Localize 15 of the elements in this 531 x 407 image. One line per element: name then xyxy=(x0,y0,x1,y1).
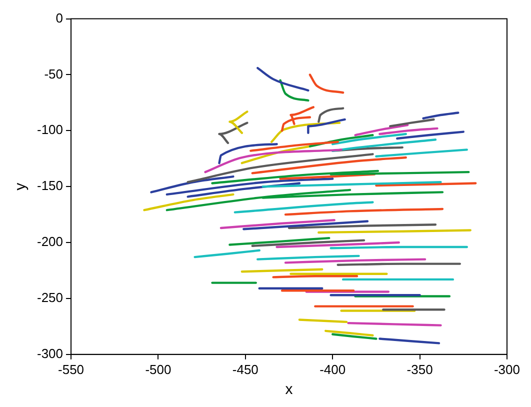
x-tick-label: -300 xyxy=(494,362,520,377)
y-tick-label: -300 xyxy=(36,346,64,361)
x-tick-label: -500 xyxy=(145,362,172,377)
y-tick-label: -150 xyxy=(36,178,64,194)
y-tick-label: -50 xyxy=(44,66,64,82)
y-tick-label: -250 xyxy=(36,290,64,306)
x-tick-label: -350 xyxy=(406,362,433,377)
x-tick-label: -400 xyxy=(320,362,346,377)
y-tick-label: -100 xyxy=(36,122,64,138)
x-tick-label: -550 xyxy=(58,362,84,377)
y-tick-label: -200 xyxy=(36,234,64,250)
y-axis-title: y xyxy=(12,182,30,190)
x-axis-title: x xyxy=(285,381,294,398)
x-tick-label: -450 xyxy=(232,362,258,377)
y-tick-label: 0 xyxy=(56,10,64,26)
